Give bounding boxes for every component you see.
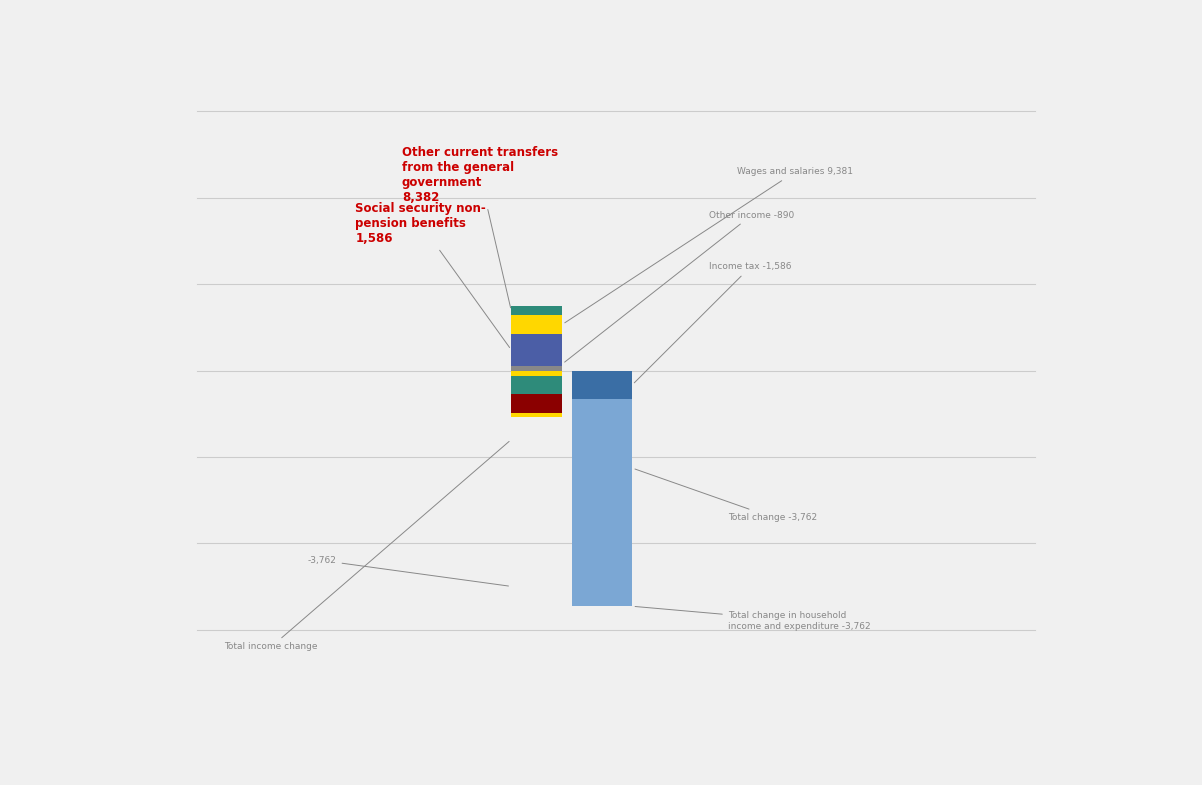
Bar [511,371,563,376]
Bar [511,334,563,366]
Text: Total change in household
income and expenditure -3,762: Total change in household income and exp… [635,607,870,630]
Bar [572,399,632,606]
Bar [572,371,632,399]
Bar [511,376,563,394]
Text: Wages and salaries 9,381: Wages and salaries 9,381 [565,167,853,323]
Text: Other current transfers
from the general
government
8,382: Other current transfers from the general… [401,146,558,308]
Bar [511,394,563,413]
Bar [511,413,563,417]
Text: Total change -3,762: Total change -3,762 [635,469,817,522]
Bar [511,366,563,371]
Bar [511,315,563,334]
Text: Social security non-
pension benefits
1,586: Social security non- pension benefits 1,… [356,203,510,348]
Text: Income tax -1,586: Income tax -1,586 [635,262,792,383]
Text: Other income -890: Other income -890 [565,210,795,362]
Text: Total income change: Total income change [225,441,510,652]
Text: -3,762: -3,762 [308,556,508,586]
Bar [511,306,563,315]
